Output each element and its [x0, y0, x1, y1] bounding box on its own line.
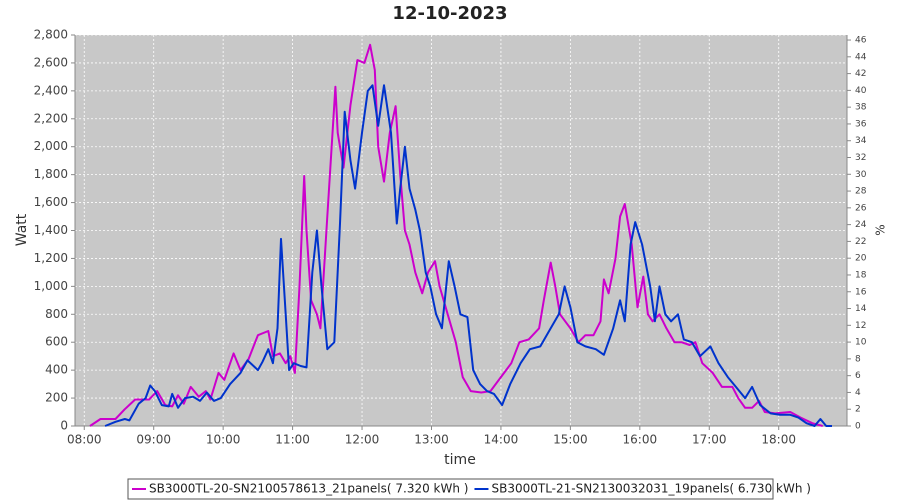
legend-label: SB3000TL-20-SN2100578613_21panels( 7.320…: [149, 482, 468, 496]
y-tick-label: 2,800: [34, 28, 68, 42]
x-tick-label: 17:00: [692, 433, 727, 447]
y-tick-label: 1,000: [34, 279, 68, 293]
y2-axis-label: %: [874, 224, 888, 235]
y-tick-label: 1,200: [34, 251, 68, 265]
y2-tick-label: 36: [855, 119, 867, 129]
y-tick-label: 600: [45, 335, 68, 349]
x-tick-label: 08:00: [67, 433, 102, 447]
y2-tick-label: 28: [855, 187, 867, 197]
chart-title: 12-10-2023: [392, 3, 507, 24]
y2-tick-label: 8: [855, 354, 861, 364]
y-tick-label: 200: [45, 391, 68, 405]
y2-tick-label: 2: [855, 405, 861, 415]
y2-tick-label: 34: [855, 136, 867, 146]
y2-tick-label: 4: [855, 388, 861, 398]
x-tick-label: 16:00: [623, 433, 658, 447]
series-line: [89, 43, 823, 427]
y2-tick-label: 46: [855, 36, 867, 46]
y-tick-label: 400: [45, 363, 68, 377]
x-tick-label: 13:00: [414, 433, 449, 447]
y2-tick-label: 32: [855, 153, 866, 163]
y2-tick-label: 30: [855, 170, 867, 180]
y2-tick-label: 6: [855, 371, 861, 381]
x-tick-label: 10:00: [206, 433, 241, 447]
legend-box: [127, 478, 774, 500]
y-tick-label: 0: [60, 419, 68, 433]
series-line: [104, 84, 832, 427]
y2-tick-label: 44: [855, 52, 867, 62]
x-tick-label: 11:00: [275, 433, 310, 447]
y2-tick-label: 38: [855, 103, 867, 113]
y2-tick-label: 18: [855, 270, 867, 280]
y-tick-label: 2,600: [34, 55, 68, 69]
y2-tick-label: 0: [855, 422, 861, 432]
y2-tick-label: 16: [855, 287, 867, 297]
y-tick-label: 2,000: [34, 139, 68, 153]
y2-tick-label: 12: [855, 321, 866, 331]
x-tick-label: 18:00: [761, 433, 796, 447]
y-tick-label: 800: [45, 307, 68, 321]
y2-tick-label: 20: [855, 254, 867, 264]
legend-label: SB3000TL-21-SN2130032031_19panels( 6.730…: [491, 482, 810, 496]
x-tick-label: 09:00: [136, 433, 171, 447]
y2-tick-label: 22: [855, 237, 866, 247]
y-tick-label: 1,400: [34, 223, 68, 237]
y-tick-label: 1,600: [34, 195, 68, 209]
x-axis-label: time: [444, 452, 476, 468]
y-tick-label: 2,200: [34, 111, 68, 125]
y-tick-label: 2,400: [34, 83, 68, 97]
x-tick-label: 14:00: [484, 433, 519, 447]
y2-tick-label: 14: [855, 304, 867, 314]
y-axis-label: Watt: [14, 213, 30, 246]
y-tick-label: 1,800: [34, 167, 68, 181]
y2-tick-label: 24: [855, 220, 867, 230]
y2-tick-label: 42: [855, 69, 866, 79]
y2-tick-label: 26: [855, 203, 867, 213]
y2-tick-label: 10: [855, 338, 867, 348]
x-tick-label: 12:00: [345, 433, 380, 447]
x-tick-label: 15:00: [553, 433, 588, 447]
y2-tick-label: 40: [855, 86, 867, 96]
